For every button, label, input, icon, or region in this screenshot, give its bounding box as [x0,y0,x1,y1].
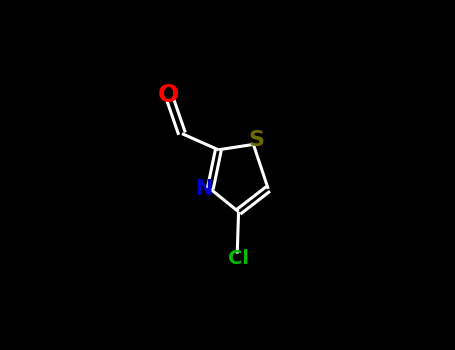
Text: Cl: Cl [228,250,249,268]
Text: N: N [195,179,212,199]
Text: O: O [158,83,179,106]
Text: S: S [248,130,265,149]
